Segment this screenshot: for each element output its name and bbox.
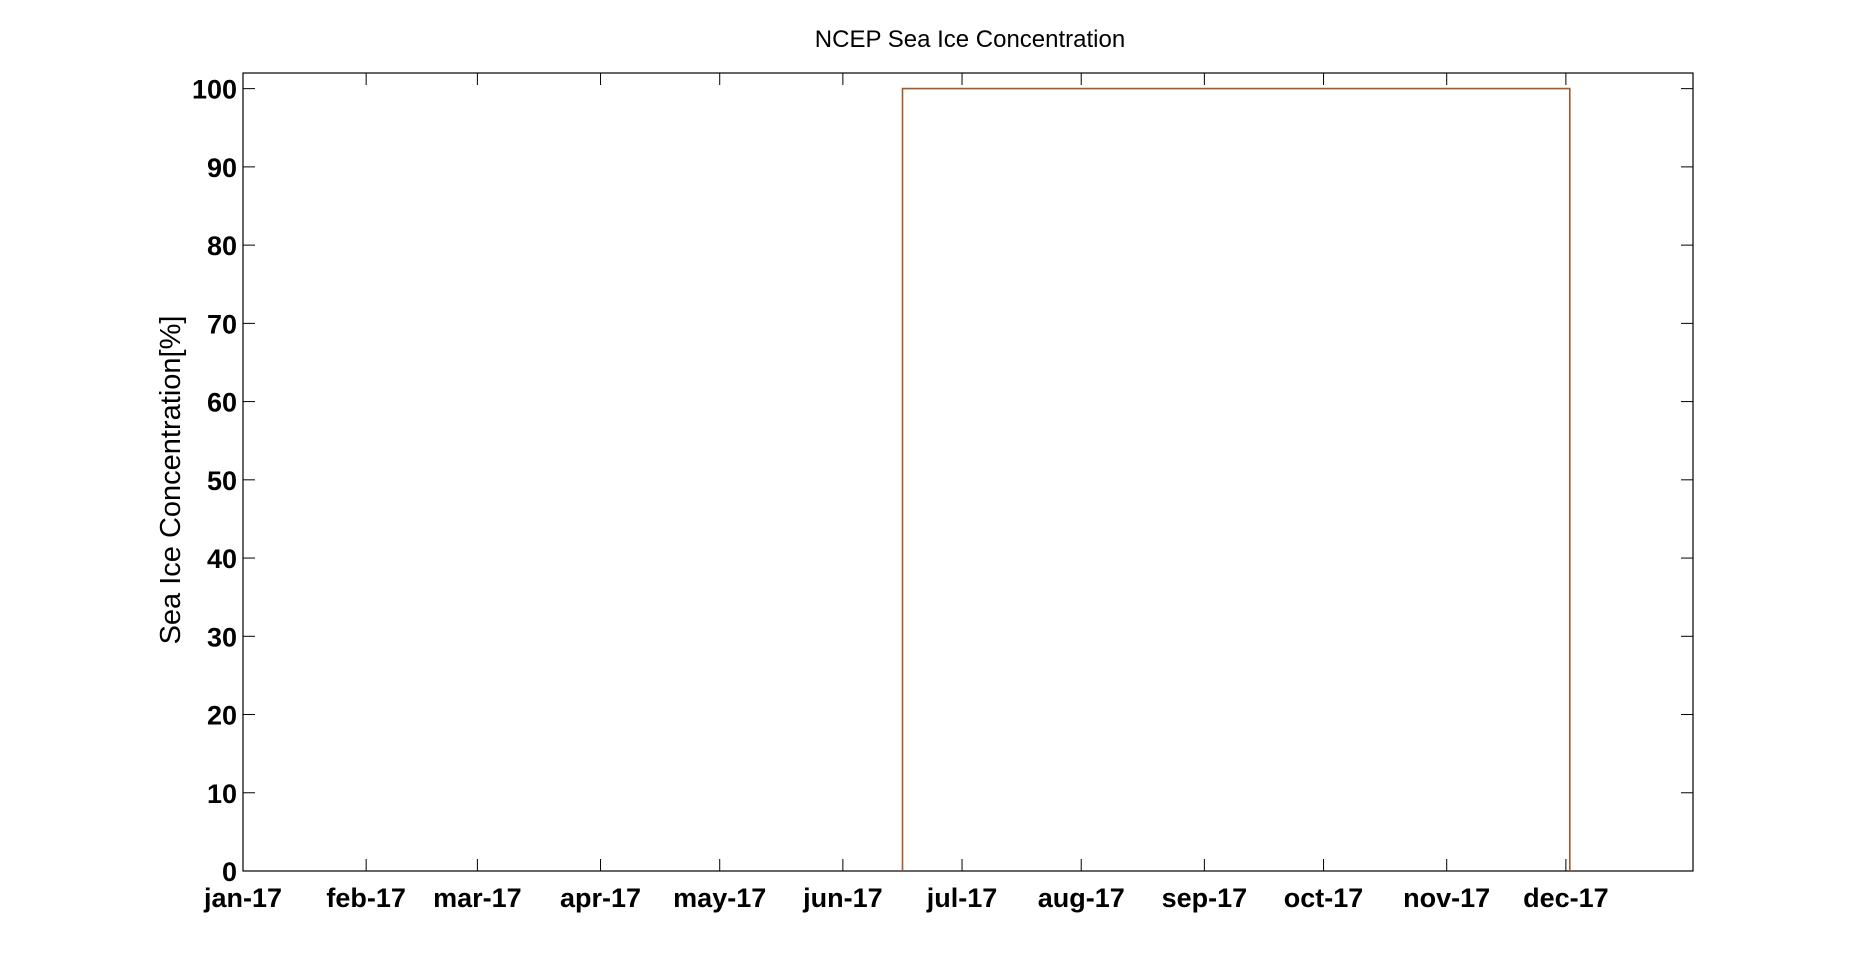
- x-tick-label: dec-17: [1523, 883, 1609, 913]
- x-tick-label: aug-17: [1038, 883, 1125, 913]
- y-tick-label: 20: [207, 701, 237, 731]
- x-tick-label: sep-17: [1162, 883, 1248, 913]
- x-tick-label: oct-17: [1284, 883, 1364, 913]
- x-tick-label: feb-17: [326, 883, 406, 913]
- y-tick-label: 60: [207, 388, 237, 418]
- y-tick-label: 50: [207, 466, 237, 496]
- y-tick-label: 100: [192, 75, 237, 105]
- series-line: [901, 87, 1571, 871]
- y-tick-label: 0: [222, 857, 237, 887]
- y-tick-label: 90: [207, 153, 237, 183]
- x-tick-label: apr-17: [560, 883, 641, 913]
- x-tick-label: may-17: [673, 883, 766, 913]
- axes-frame: [242, 72, 1694, 872]
- y-tick-label: 70: [207, 309, 237, 339]
- y-tick-label: 10: [207, 779, 237, 809]
- y-tick-label: 40: [207, 544, 237, 574]
- x-tick-label: jun-17: [802, 883, 883, 913]
- chart-title: NCEP Sea Ice Concentration: [815, 26, 1125, 53]
- y-tick-label: 30: [207, 622, 237, 652]
- x-tick-label: nov-17: [1403, 883, 1490, 913]
- x-tick-label: jul-17: [926, 883, 998, 913]
- y-tick-label: 80: [207, 231, 237, 261]
- plot-area: 0 10 20 30 40 50 60 70 80 90 100 jan-17 feb-17 mar-17…: [192, 72, 1694, 913]
- x-tick-label: mar-17: [433, 883, 522, 913]
- y-axis-label: Sea Ice Concentration[%]: [155, 316, 187, 645]
- x-tick-label: jan-17: [203, 883, 282, 913]
